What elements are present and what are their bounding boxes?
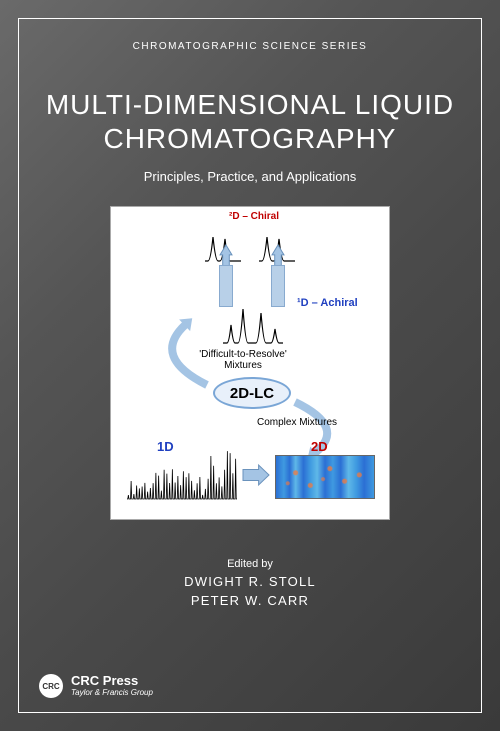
figure-oval-label: 2D-LC (230, 385, 274, 402)
publisher-name: CRC Press (71, 674, 153, 688)
book-title: MULTI-DIMENSIONAL LIQUID CHROMATOGRAPHY (46, 88, 454, 155)
edited-by-label: Edited by (184, 558, 316, 570)
book-subtitle: Principles, Practice, and Applications (144, 169, 356, 184)
figure-peaks-middle (223, 303, 285, 347)
title-line-2: CHROMATOGRAPHY (46, 122, 454, 156)
publisher-text: CRC Press Taylor & Francis Group (71, 674, 153, 697)
cover-inner-frame: CHROMATOGRAPHIC SCIENCE SERIES MULTI-DIM… (18, 18, 482, 713)
figure-label-complex: Complex Mixtures (237, 417, 357, 428)
figure-column-right (271, 265, 285, 307)
figure-label-2d: 2D (311, 439, 328, 454)
figure-label-1d-achiral: ¹D – Achiral (297, 297, 358, 309)
figure-heatmap-2d (275, 455, 375, 499)
editor-1: DWIGHT R. STOLL (184, 574, 316, 589)
editors-block: Edited by DWIGHT R. STOLL PETER W. CARR (184, 558, 316, 608)
book-cover: CHROMATOGRAPHIC SCIENCE SERIES MULTI-DIM… (0, 0, 500, 731)
editor-2: PETER W. CARR (184, 593, 316, 608)
figure-label-difficult: 'Difficult-to-Resolve' Mixtures (183, 349, 303, 371)
figure-oval-2dlc: 2D-LC (213, 377, 291, 409)
figure-column-left (219, 265, 233, 307)
publisher-logo-icon: CRC (39, 674, 63, 698)
publisher-subtitle: Taylor & Francis Group (71, 689, 153, 698)
figure-chromatogram-1d (127, 445, 237, 501)
series-label: CHROMATOGRAPHIC SCIENCE SERIES (133, 41, 368, 52)
publisher-block: CRC CRC Press Taylor & Francis Group (39, 674, 153, 698)
cover-figure: ²D – Chiral (110, 206, 390, 520)
title-line-1: MULTI-DIMENSIONAL LIQUID (46, 88, 454, 122)
